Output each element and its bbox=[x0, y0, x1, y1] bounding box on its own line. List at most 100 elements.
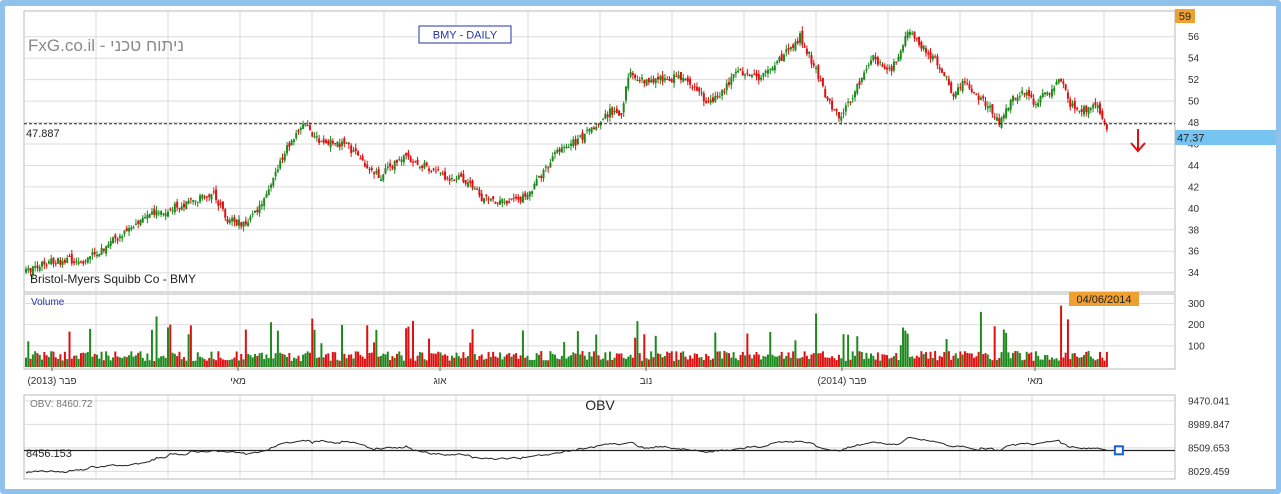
volume-bar bbox=[100, 351, 103, 367]
candle-body bbox=[505, 200, 508, 204]
candle-body bbox=[863, 72, 866, 80]
candle-body bbox=[991, 104, 994, 114]
volume-bar bbox=[389, 360, 392, 367]
volume-bar bbox=[466, 355, 469, 367]
volume-bar bbox=[235, 351, 238, 367]
candle-body bbox=[299, 127, 302, 130]
candle-body bbox=[908, 31, 911, 36]
volume-bar bbox=[201, 357, 204, 367]
candle-body bbox=[950, 82, 953, 93]
volume-bar bbox=[608, 351, 611, 367]
volume-bar bbox=[613, 357, 616, 367]
candle-body bbox=[338, 143, 341, 148]
volume-bar bbox=[892, 356, 895, 367]
volume-bar bbox=[624, 358, 627, 367]
volume-bar bbox=[1089, 356, 1092, 367]
volume-bar bbox=[407, 326, 410, 367]
candle-body bbox=[139, 219, 142, 226]
volume-bar bbox=[993, 326, 996, 367]
candle-body bbox=[805, 48, 808, 55]
volume-bar bbox=[1064, 352, 1067, 367]
candle-body bbox=[867, 64, 870, 66]
candle-body bbox=[434, 170, 437, 172]
reference-value-label: 47.887 bbox=[26, 128, 60, 140]
volume-bar bbox=[384, 354, 387, 367]
x-tick-label: נוב bbox=[640, 376, 653, 387]
candle-body bbox=[1060, 78, 1063, 82]
candle-body bbox=[828, 98, 831, 101]
candle-body bbox=[936, 56, 939, 66]
volume-bar bbox=[728, 353, 731, 367]
candle-body bbox=[769, 69, 772, 71]
candle-body bbox=[224, 209, 227, 218]
candle-body bbox=[47, 261, 50, 264]
volume-bar bbox=[968, 353, 971, 367]
candle-body bbox=[428, 168, 431, 172]
volume-bar bbox=[581, 351, 584, 367]
candle-body bbox=[712, 97, 714, 102]
candle-body bbox=[666, 79, 669, 81]
volume-bar bbox=[936, 360, 939, 367]
candle-body bbox=[462, 174, 465, 183]
candle-body bbox=[810, 55, 813, 64]
last-price-badge bbox=[1175, 130, 1276, 145]
candle-body bbox=[1053, 87, 1056, 92]
candle-body bbox=[1011, 96, 1014, 102]
volume-bar bbox=[856, 336, 859, 367]
volume-bar bbox=[599, 359, 602, 367]
candle-body bbox=[425, 162, 428, 166]
volume-bar bbox=[689, 355, 692, 367]
candle-body bbox=[572, 139, 575, 147]
candle-body bbox=[952, 94, 955, 97]
volume-bar bbox=[1087, 350, 1090, 367]
volume-bar bbox=[75, 355, 78, 367]
candle-body bbox=[57, 258, 60, 264]
volume-bar bbox=[645, 358, 648, 367]
candle-body bbox=[160, 211, 163, 215]
volume-bar bbox=[904, 330, 907, 367]
volume-bar bbox=[157, 358, 160, 367]
candle-body bbox=[361, 155, 364, 161]
candle-body bbox=[192, 199, 195, 202]
candle-body bbox=[787, 48, 790, 50]
candle-body bbox=[874, 56, 877, 60]
candle-body bbox=[446, 177, 449, 179]
candle-body bbox=[352, 150, 355, 152]
candle-body bbox=[341, 141, 344, 146]
candle-body bbox=[574, 139, 577, 146]
volume-bar bbox=[373, 342, 376, 367]
candle-body bbox=[320, 141, 323, 143]
candle-body bbox=[627, 77, 630, 89]
volume-bar bbox=[471, 329, 474, 367]
candle-body bbox=[684, 78, 687, 81]
candle-body bbox=[670, 78, 673, 83]
volume-bar bbox=[363, 358, 366, 367]
volume-bar bbox=[476, 359, 479, 367]
candle-body bbox=[794, 41, 797, 51]
candle-body bbox=[460, 173, 463, 177]
volume-bar bbox=[453, 357, 456, 367]
volume-bar bbox=[890, 357, 893, 367]
candle-body bbox=[881, 64, 884, 67]
candle-body bbox=[304, 125, 307, 127]
volume-bar bbox=[801, 357, 804, 367]
volume-bar bbox=[457, 356, 460, 367]
axis-ticks: 3436384042444648505254561002003009470.04… bbox=[27, 32, 1230, 478]
obv-title: OBV bbox=[585, 397, 615, 413]
candle-body bbox=[450, 177, 453, 180]
candle-body bbox=[718, 96, 721, 98]
volume-bar bbox=[709, 359, 712, 367]
volume-bar bbox=[902, 327, 905, 367]
candle-body bbox=[815, 67, 818, 69]
candle-body bbox=[860, 77, 863, 82]
candle-body bbox=[766, 69, 769, 74]
candle-body bbox=[38, 266, 41, 271]
candle-body bbox=[833, 109, 836, 111]
price-tick-label: 40 bbox=[1188, 204, 1200, 215]
candle-body bbox=[384, 168, 387, 174]
volume-bar bbox=[510, 356, 513, 367]
candle-body bbox=[998, 118, 1001, 125]
volume-bar bbox=[883, 354, 886, 367]
candle-body bbox=[400, 159, 403, 162]
candle-body bbox=[604, 113, 607, 119]
